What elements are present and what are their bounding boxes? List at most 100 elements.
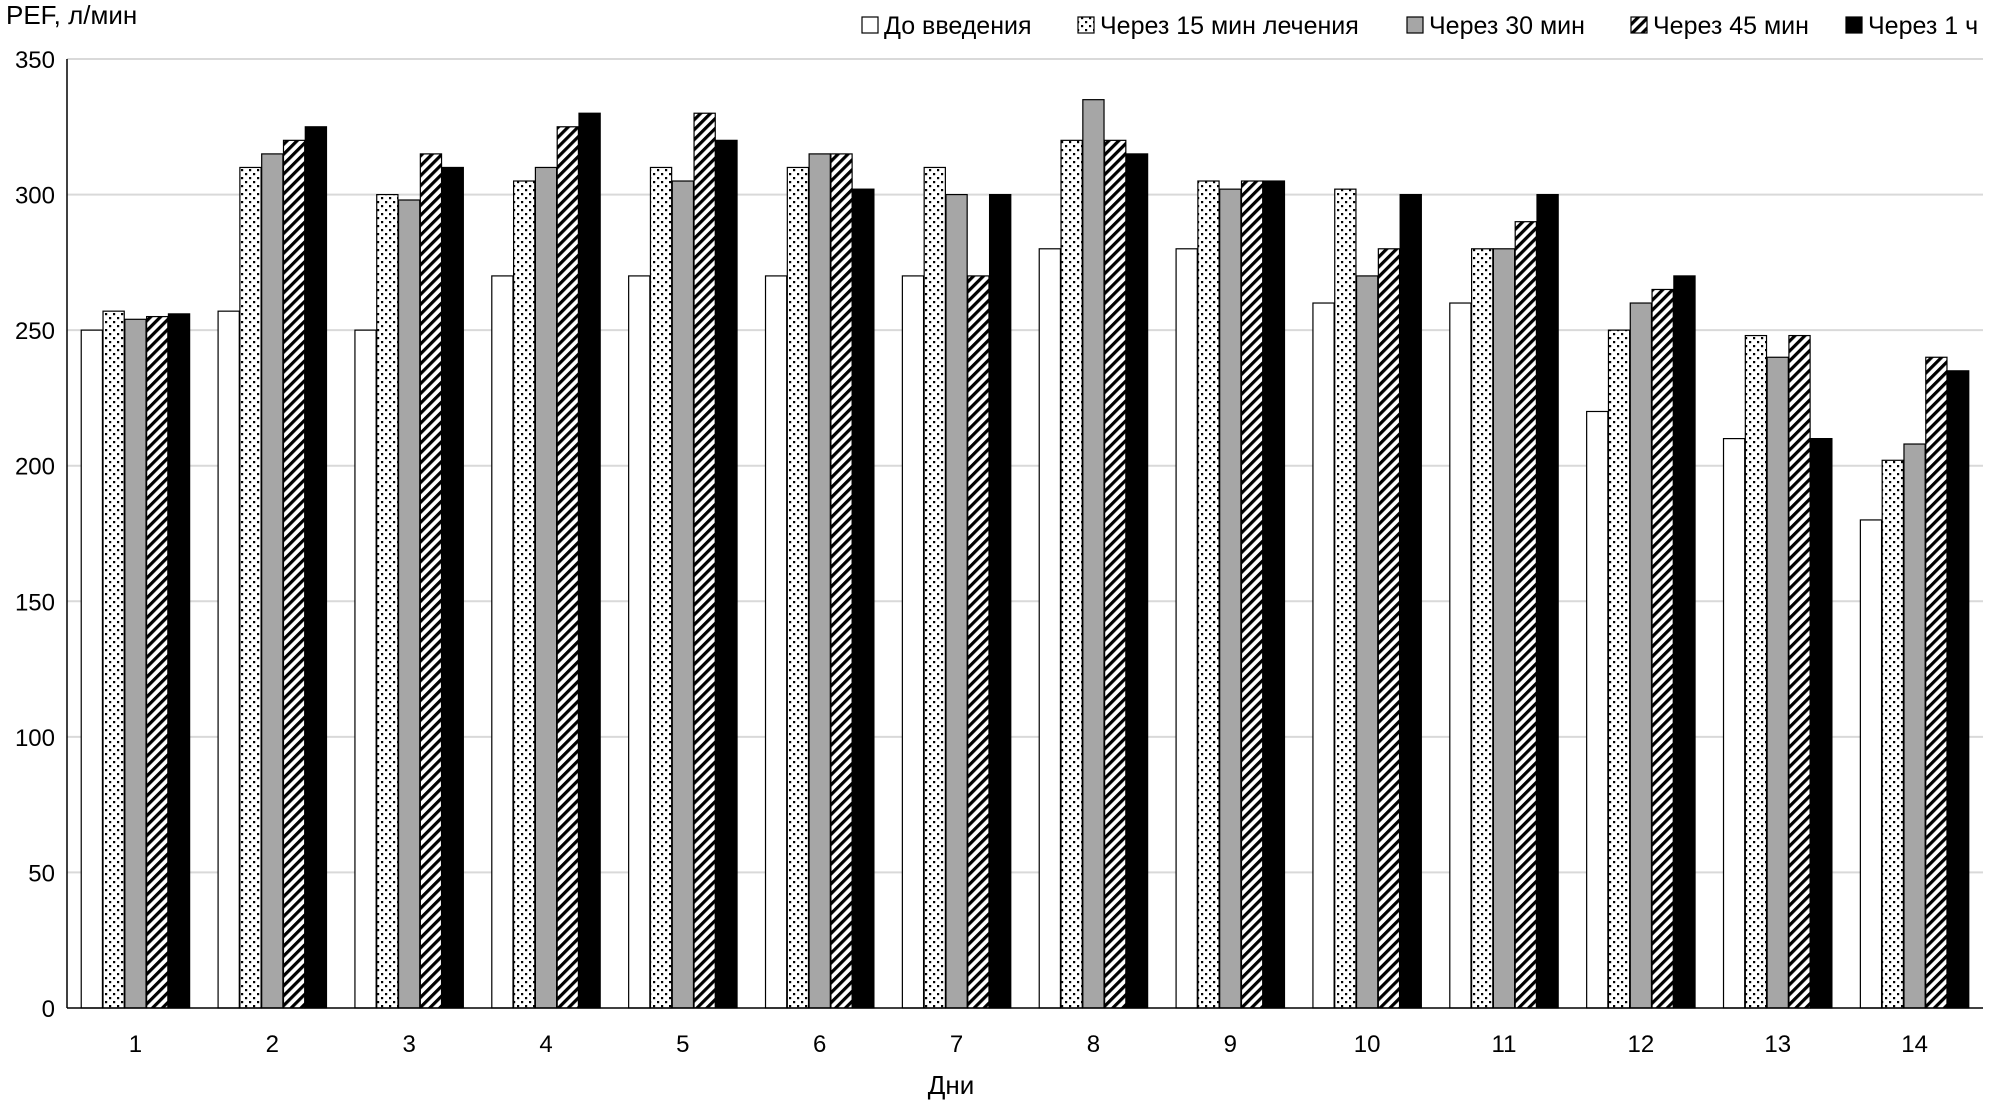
y-tick-label: 150 bbox=[15, 589, 55, 616]
x-tick-label: 10 bbox=[1354, 1031, 1381, 1058]
y-tick-label: 200 bbox=[15, 454, 55, 481]
bar-day-4-series-3 bbox=[534, 166, 558, 1009]
y-tick-labels: 0 50 100 150 200 250 300 350 bbox=[15, 47, 55, 1023]
legend-swatch-4 bbox=[1630, 16, 1648, 34]
bar-day-11-series-3 bbox=[1492, 248, 1516, 1009]
y-tick-label: 0 bbox=[42, 996, 55, 1023]
bar-day-4-series-2 bbox=[512, 180, 536, 1009]
bar-day-3-series-4 bbox=[419, 153, 443, 1009]
bar-day-3-series-1 bbox=[354, 329, 377, 1009]
bar-day-13-series-3 bbox=[1766, 356, 1789, 1009]
y-tick-label: 250 bbox=[15, 318, 55, 345]
bar-day-13-series-1 bbox=[1722, 438, 1746, 1009]
y-axis-title: PEF, л/мин bbox=[6, 0, 137, 30]
x-tick-labels: 1 2 3 4 5 6 7 8 9 10 11 12 13 14 bbox=[129, 1031, 1928, 1058]
bar-day-2-series-3 bbox=[261, 153, 284, 1009]
bar-day-13-series-5 bbox=[1810, 438, 1833, 1009]
x-tick-label: 6 bbox=[813, 1031, 826, 1058]
bar-day-3-series-2 bbox=[376, 193, 399, 1009]
x-tick-label: 1 bbox=[129, 1031, 142, 1058]
legend-swatch-2 bbox=[1077, 16, 1095, 34]
bar-day-4-series-4 bbox=[556, 126, 580, 1009]
legend-label-2: Через 15 мин лечения bbox=[1100, 12, 1359, 40]
bar-day-10-series-1 bbox=[1312, 302, 1335, 1009]
bar-day-5-series-1 bbox=[628, 275, 651, 1009]
bar-day-14-series-2 bbox=[1881, 459, 1904, 1009]
bar-day-10-series-5 bbox=[1399, 193, 1422, 1009]
bar-day-2-series-4 bbox=[282, 139, 306, 1009]
bar-day-13-series-4 bbox=[1788, 334, 1811, 1009]
bar-day-3-series-5 bbox=[441, 166, 464, 1009]
x-tick-label: 3 bbox=[402, 1031, 415, 1058]
legend-label-1: До введения bbox=[884, 12, 1032, 40]
bar-day-8-series-1 bbox=[1038, 248, 1062, 1009]
legend-label-5: Через 1 ч bbox=[1868, 12, 1978, 40]
y-tick-label: 50 bbox=[28, 860, 55, 887]
x-axis-title: Дни bbox=[928, 1070, 975, 1100]
bar-day-4-series-1 bbox=[491, 275, 514, 1009]
bar-day-10-series-2 bbox=[1334, 188, 1357, 1009]
bar-day-3-series-3 bbox=[397, 199, 421, 1009]
legend-swatch-1 bbox=[861, 16, 879, 34]
x-tick-label: 9 bbox=[1224, 1031, 1237, 1058]
bar-day-10-series-4 bbox=[1377, 248, 1401, 1009]
bar-day-2-series-1 bbox=[217, 310, 240, 1009]
x-tick-label: 8 bbox=[1087, 1031, 1100, 1058]
bar-day-14-series-3 bbox=[1903, 443, 1926, 1009]
bar-day-11-series-2 bbox=[1470, 248, 1494, 1009]
bar-day-7-series-5 bbox=[988, 193, 1012, 1009]
bar-day-12-series-5 bbox=[1673, 275, 1696, 1009]
bar-day-4-series-5 bbox=[578, 112, 601, 1009]
bar-day-14-series-1 bbox=[1859, 519, 1883, 1009]
bar-day-12-series-3 bbox=[1629, 302, 1653, 1009]
bar-day-5-series-5 bbox=[715, 139, 738, 1009]
bar-day-7-series-4 bbox=[967, 275, 990, 1009]
legend: До введения Через 15 мин лечения Через 30 … bbox=[861, 12, 1978, 40]
bar-day-11-series-4 bbox=[1514, 221, 1537, 1009]
bar-day-10-series-3 bbox=[1355, 275, 1379, 1009]
x-tick-label: 2 bbox=[266, 1031, 279, 1058]
bar-day-9-series-5 bbox=[1262, 180, 1286, 1009]
x-tick-label: 12 bbox=[1628, 1031, 1655, 1058]
bar-day-1-series-3 bbox=[124, 318, 147, 1009]
bar-day-14-series-4 bbox=[1925, 356, 1948, 1009]
bar-day-12-series-1 bbox=[1586, 410, 1609, 1009]
legend-label-3: Через 30 мин bbox=[1429, 12, 1585, 40]
bar-day-8-series-5 bbox=[1125, 153, 1149, 1009]
bar-day-6-series-1 bbox=[764, 275, 788, 1009]
x-tick-label: 4 bbox=[539, 1031, 552, 1058]
bar-day-8-series-3 bbox=[1082, 99, 1105, 1009]
x-tick-label: 14 bbox=[1901, 1031, 1928, 1058]
bar-day-9-series-1 bbox=[1175, 248, 1198, 1009]
bar-day-6-series-3 bbox=[808, 153, 831, 1009]
bar-day-9-series-2 bbox=[1197, 180, 1220, 1009]
bar-day-5-series-4 bbox=[693, 112, 716, 1009]
bar-day-8-series-4 bbox=[1104, 139, 1127, 1009]
bar-day-1-series-4 bbox=[146, 315, 169, 1009]
bar-day-9-series-4 bbox=[1240, 180, 1264, 1009]
legend-swatch-3 bbox=[1406, 16, 1424, 34]
y-tick-label: 350 bbox=[15, 47, 55, 74]
x-tick-label: 5 bbox=[676, 1031, 689, 1058]
bar-day-7-series-2 bbox=[923, 166, 946, 1009]
x-tick-label: 13 bbox=[1764, 1031, 1791, 1058]
bar-day-12-series-4 bbox=[1651, 288, 1674, 1009]
bar-day-5-series-2 bbox=[649, 166, 673, 1009]
bar-day-6-series-2 bbox=[786, 166, 810, 1009]
bar-day-1-series-2 bbox=[102, 310, 125, 1009]
bar-day-1-series-5 bbox=[167, 313, 191, 1009]
bar-day-6-series-4 bbox=[830, 153, 853, 1009]
bar-day-14-series-5 bbox=[1946, 370, 1970, 1009]
x-tick-label: 7 bbox=[950, 1031, 963, 1058]
bar-day-13-series-2 bbox=[1744, 334, 1768, 1009]
y-tick-label: 300 bbox=[15, 183, 55, 210]
legend-swatch-5 bbox=[1845, 16, 1863, 34]
bar-day-7-series-1 bbox=[901, 275, 925, 1009]
bar-day-8-series-2 bbox=[1060, 139, 1083, 1009]
bar-day-11-series-5 bbox=[1536, 193, 1559, 1009]
bar-day-6-series-5 bbox=[852, 188, 875, 1009]
axes bbox=[66, 59, 1983, 1009]
bar-day-2-series-2 bbox=[239, 166, 262, 1009]
bar-day-5-series-3 bbox=[671, 180, 695, 1009]
